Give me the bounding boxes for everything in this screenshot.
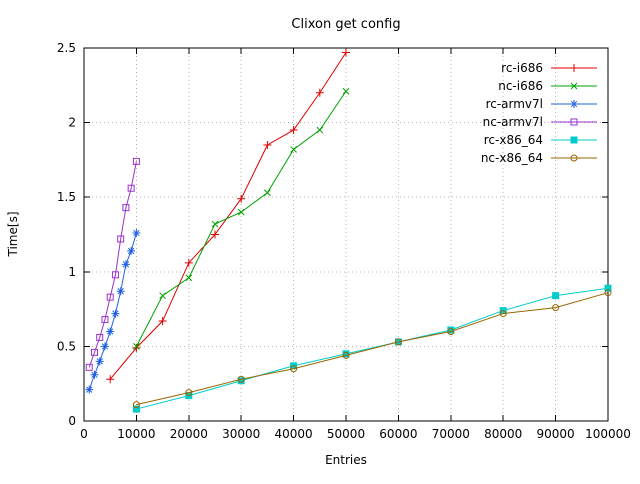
marker-plus — [342, 48, 350, 57]
marker-square-open — [127, 184, 135, 192]
x-tick-label: 20000 — [170, 427, 208, 441]
marker-plus — [263, 140, 272, 149]
marker-circle-open — [185, 389, 193, 397]
x-axis-label: Entries — [325, 453, 367, 467]
marker-circle-open — [132, 401, 140, 409]
x-tick-label: 0 — [80, 427, 88, 441]
marker-cross — [342, 87, 350, 95]
marker-plus — [570, 64, 578, 72]
marker-square-open — [570, 118, 578, 126]
marker-square-open — [96, 333, 104, 341]
marker-asterisk — [127, 246, 136, 255]
marker-square-open — [106, 293, 114, 301]
marker-plus — [237, 194, 246, 203]
marker-square-filled — [552, 292, 560, 300]
marker-asterisk — [132, 229, 141, 238]
y-tick-label: 1.5 — [57, 190, 76, 204]
series-line-nc-x86_64 — [136, 292, 609, 406]
marker-asterisk — [90, 370, 99, 379]
marker-cross — [185, 274, 193, 282]
marker-circle-open — [570, 154, 578, 162]
marker-cross — [290, 146, 297, 153]
marker-circle-open — [499, 310, 507, 318]
y-axis-label: Time[s] — [6, 212, 20, 258]
marker-circle-open — [394, 338, 402, 346]
marker-asterisk — [106, 327, 115, 336]
marker-asterisk — [116, 287, 125, 296]
y-tick-label: 1 — [68, 265, 76, 279]
plot-border — [83, 47, 609, 422]
marker-asterisk — [95, 357, 104, 366]
x-tick-label: 10000 — [117, 427, 155, 441]
y-tick-label: 0 — [68, 414, 76, 428]
marker-asterisk — [100, 342, 109, 351]
legend-label-rc-x86_64: rc-x86_64 — [484, 133, 543, 147]
marker-cross — [316, 126, 324, 134]
series-line-rc-armv7l — [88, 232, 137, 390]
legend-label-nc-i686: nc-i686 — [498, 79, 543, 93]
marker-square-filled — [132, 405, 140, 413]
legend-label-rc-i686: rc-i686 — [501, 61, 543, 75]
legend-label-nc-armv7l: nc-armv7l — [483, 115, 543, 129]
x-tick-label: 30000 — [222, 427, 260, 441]
marker-asterisk — [111, 309, 120, 318]
marker-cross — [237, 208, 245, 216]
marker-circle-open — [552, 304, 560, 312]
marker-square-open — [117, 235, 125, 243]
marker-square-open — [85, 363, 93, 371]
marker-plus — [211, 230, 219, 239]
series-line-rc-i686 — [109, 52, 347, 380]
marker-square-open — [90, 348, 98, 356]
marker-square-open — [122, 204, 130, 212]
x-tick-label: 50000 — [327, 427, 365, 441]
marker-cross — [211, 220, 219, 228]
y-tick-label: 0.5 — [57, 339, 76, 353]
marker-square-filled — [604, 284, 612, 292]
marker-plus — [315, 88, 324, 97]
marker-plus — [289, 126, 298, 135]
marker-plus — [106, 375, 115, 384]
marker-circle-open — [604, 289, 612, 297]
legend-label-nc-x86_64: nc-x86_64 — [481, 151, 543, 165]
marker-asterisk — [121, 260, 130, 269]
chart-title: Clixon get config — [291, 17, 400, 32]
series-line-rc-x86_64 — [136, 287, 609, 410]
marker-cross — [264, 189, 271, 197]
marker-circle-open — [237, 375, 245, 383]
marker-circle-open — [290, 365, 298, 373]
marker-cross — [159, 292, 166, 300]
y-tick-label: 2 — [68, 116, 76, 130]
y-tick-label: 2.5 — [57, 41, 76, 55]
marker-cross — [133, 343, 140, 350]
marker-asterisk — [570, 100, 578, 108]
marker-cross — [570, 82, 578, 90]
x-tick-label: 100000 — [585, 427, 631, 441]
x-tick-label: 60000 — [379, 427, 417, 441]
x-tick-label: 90000 — [537, 427, 575, 441]
x-tick-label: 40000 — [275, 427, 313, 441]
x-tick-label: 80000 — [484, 427, 522, 441]
marker-plus — [158, 317, 167, 326]
marker-circle-open — [447, 327, 455, 335]
series-line-nc-armv7l — [88, 161, 137, 368]
marker-plus — [132, 343, 141, 352]
marker-square-open — [111, 271, 119, 279]
x-tick-label: 70000 — [432, 427, 470, 441]
marker-square-open — [132, 157, 140, 165]
marker-square-filled — [570, 136, 578, 144]
legend-label-rc-armv7l: rc-armv7l — [486, 97, 543, 111]
marker-asterisk — [85, 385, 94, 394]
marker-circle-open — [342, 351, 350, 359]
marker-square-open — [101, 316, 109, 324]
marker-plus — [184, 258, 193, 267]
